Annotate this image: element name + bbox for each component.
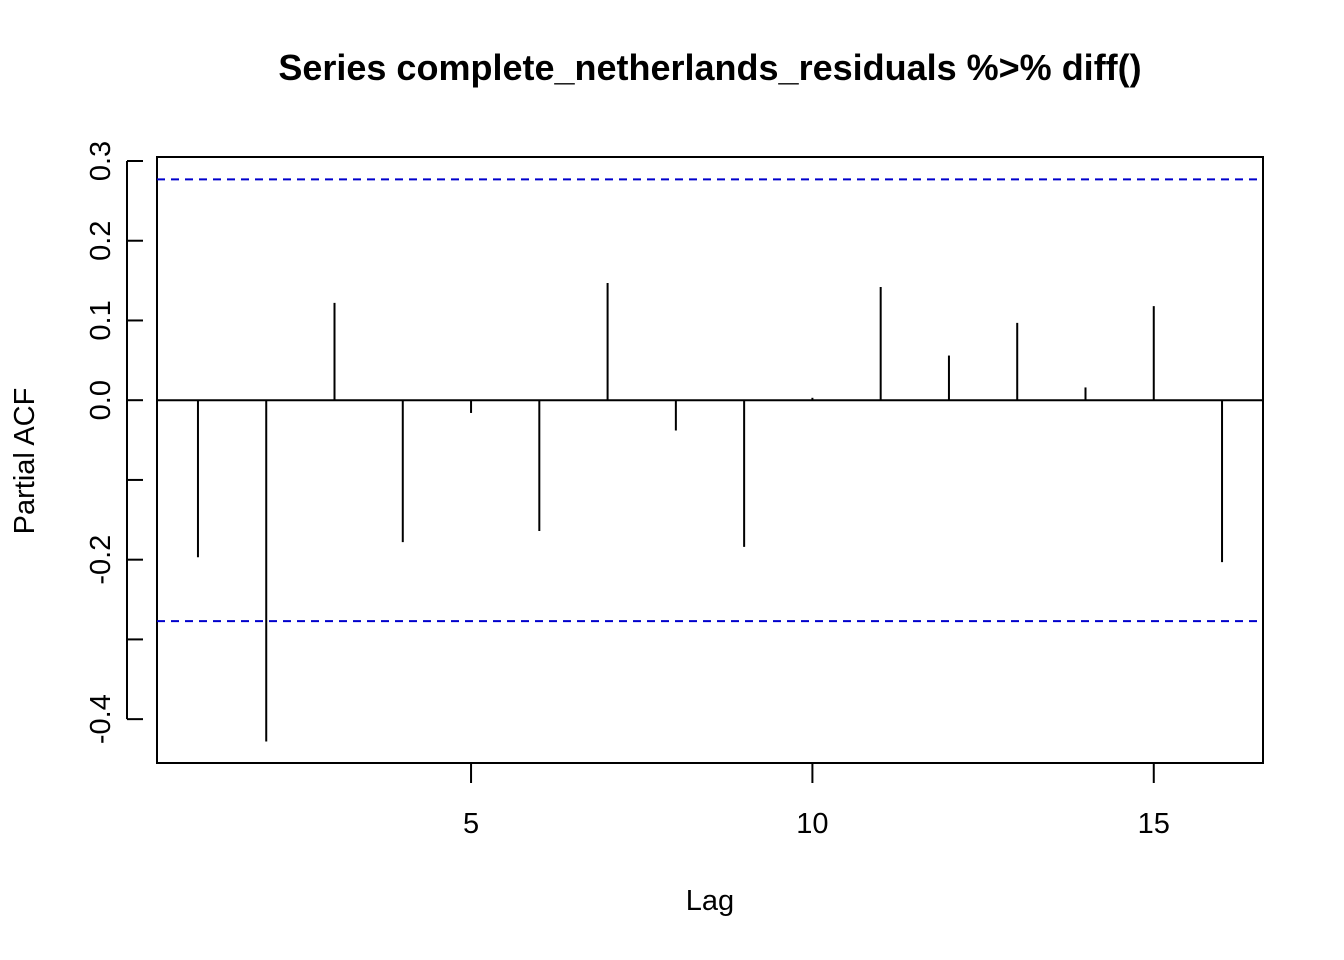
y-tick-label: 0.2 bbox=[85, 221, 117, 261]
x-axis-label: Lag bbox=[686, 885, 734, 917]
y-tick-label: -0.2 bbox=[85, 535, 117, 585]
y-tick-label: 0.3 bbox=[85, 141, 117, 181]
y-tick-label: -0.4 bbox=[85, 694, 117, 744]
x-tick-label: 5 bbox=[463, 808, 479, 840]
plot-frame bbox=[156, 156, 1264, 764]
y-tick-label: 0.1 bbox=[85, 300, 117, 340]
plot-marks: -0.4 -0.2 0.0 0.1 0.2 0.3 5 10 15 bbox=[85, 141, 1263, 840]
x-tick-label: 10 bbox=[796, 808, 828, 840]
y-tick-label: 0.0 bbox=[85, 380, 117, 420]
y-axis-label: Partial ACF bbox=[9, 388, 41, 535]
x-tick-label: 15 bbox=[1138, 808, 1170, 840]
chart-title: Series complete_netherlands_residuals %>… bbox=[278, 47, 1141, 88]
